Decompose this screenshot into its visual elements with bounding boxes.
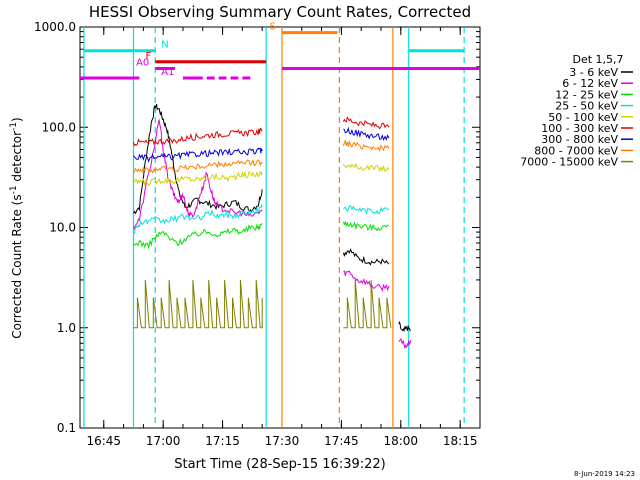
series-line xyxy=(343,205,390,215)
series-line xyxy=(133,127,263,147)
series-line xyxy=(342,162,390,173)
legend-entry-label: 25 - 50 keV xyxy=(555,100,618,113)
y-axis-label-end: ) xyxy=(10,117,24,122)
x-tick-label: 17:00 xyxy=(146,434,181,448)
x-tick-label: 18:00 xyxy=(383,434,418,448)
x-axis-label: Start Time (28-Sep-15 16:39:22) xyxy=(174,457,385,472)
plot-frame xyxy=(79,26,481,429)
flag-label: N xyxy=(161,40,168,51)
legend-entry-label: 7000 - 15000 keV xyxy=(520,156,618,169)
series-line xyxy=(133,223,263,250)
y-tick-label: 10.0 xyxy=(49,221,76,235)
series-line xyxy=(133,103,263,215)
series-line xyxy=(343,270,390,293)
x-tick-label: 17:45 xyxy=(324,434,359,448)
y-axis-label-sup1: -1 xyxy=(9,185,19,194)
legend-entry-label: 50 - 100 keV xyxy=(548,111,618,124)
flag-label: A0 xyxy=(136,58,149,69)
y-axis-label-mid: detector xyxy=(10,131,24,186)
series-line xyxy=(398,337,412,350)
series-line xyxy=(133,158,263,174)
series-line xyxy=(343,279,392,329)
series-line xyxy=(133,147,263,163)
y-tick-label: 100.0 xyxy=(42,120,76,134)
plot-area: 0.1 1.0 10.0 100.0 1000.0 16:45 17:00 17:15 17:3… xyxy=(34,20,481,448)
legend-entry-label: 100 - 300 keV xyxy=(541,122,618,135)
flag-label: A1 xyxy=(161,67,174,78)
flag-label: S xyxy=(270,22,276,33)
series-line xyxy=(342,220,389,232)
x-tick-label: 16:45 xyxy=(86,434,121,448)
flag-label: F xyxy=(146,51,152,62)
x-tick-label: 18:15 xyxy=(443,434,478,448)
series-line xyxy=(342,116,390,130)
y-tick-label: 0.1 xyxy=(57,421,76,435)
y-tick-label: 1.0 xyxy=(57,321,76,335)
legend-entry-label: 3 - 6 keV xyxy=(569,66,618,79)
y-axis-label-main: Corrected Count Rate (s xyxy=(10,194,24,338)
y-axis-label-sup2: -1 xyxy=(9,122,19,131)
series-line xyxy=(133,279,263,329)
legend-entry-label: 300 - 800 keV xyxy=(541,133,618,146)
timestamp: 8-Jun-2019 14:23 xyxy=(574,470,635,478)
legend-entry-label: 6 - 12 keV xyxy=(562,77,618,90)
series-line xyxy=(398,320,411,333)
y-axis-label: Corrected Count Rate (s-1 detector-1) xyxy=(9,117,24,338)
legend-entry-label: 800 - 7000 keV xyxy=(534,144,618,157)
chart-title: HESSI Observing Summary Count Rates, Cor… xyxy=(89,3,471,21)
series-line xyxy=(342,139,390,152)
series-line xyxy=(133,204,263,235)
legend-title: Det 1,5,7 xyxy=(572,53,623,66)
series-line xyxy=(133,118,263,231)
series-line xyxy=(342,248,390,266)
legend-entry-label: 12 - 25 keV xyxy=(555,88,618,101)
x-tick-label: 17:30 xyxy=(265,434,300,448)
y-tick-label: 1000.0 xyxy=(34,20,76,34)
series-line xyxy=(133,170,263,187)
x-tick-label: 17:15 xyxy=(205,434,240,448)
series-line xyxy=(343,126,390,142)
